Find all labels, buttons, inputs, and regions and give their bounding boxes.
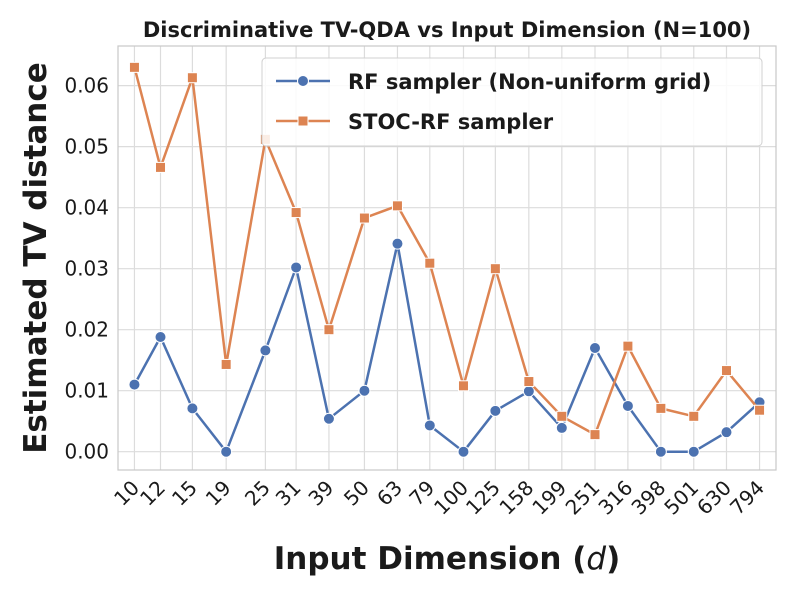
- data-point-stoc: [622, 340, 634, 352]
- y-tick-label: 0.01: [64, 379, 109, 403]
- data-point-rf: [220, 445, 233, 458]
- legend-marker-rf: [297, 75, 309, 87]
- data-point-rf: [489, 404, 502, 417]
- data-point-rf: [423, 419, 436, 432]
- x-tick-label: 50: [339, 476, 374, 511]
- data-point-rf: [687, 445, 700, 458]
- data-point-stoc: [155, 161, 167, 173]
- y-tick-label: 0.06: [64, 74, 109, 98]
- data-point-rf: [588, 341, 601, 354]
- data-point-stoc: [556, 410, 568, 422]
- data-point-rf: [457, 445, 470, 458]
- data-point-stoc: [391, 200, 403, 212]
- plot-frame: [117, 45, 777, 471]
- data-point-rf: [391, 237, 404, 250]
- data-point-stoc: [489, 263, 501, 275]
- x-axis-label-var: d: [586, 541, 606, 577]
- data-point-stoc: [358, 212, 370, 224]
- legend-label-rf: RF sampler (Non-uniform grid): [348, 70, 711, 94]
- legend-box: [261, 57, 763, 147]
- data-point-stoc: [754, 404, 766, 416]
- y-tick-label: 0.04: [64, 196, 109, 220]
- data-point-stoc: [290, 207, 302, 219]
- data-point-stoc: [128, 61, 140, 73]
- legend-marker-stoc: [297, 115, 309, 127]
- series-line-stoc: [133, 67, 761, 436]
- series-layer: [128, 61, 766, 458]
- data-point-stoc: [220, 358, 232, 370]
- data-point-rf: [555, 421, 568, 434]
- x-axis-label: Input Dimension (d): [274, 541, 621, 577]
- y-axis-label: Estimated TV distance: [18, 62, 54, 454]
- data-point-stoc: [688, 410, 700, 422]
- y-tick-label: 0.00: [64, 440, 109, 464]
- x-tick-label: 63: [372, 476, 407, 511]
- data-point-rf: [522, 385, 535, 398]
- x-tick-label: 25: [240, 476, 275, 511]
- y-tick-labels: 0.00 0.01 0.02 0.03 0.04 0.05 0.06: [64, 74, 109, 464]
- x-tick-label: 794: [725, 476, 769, 520]
- x-axis-label-suffix: ): [606, 541, 620, 577]
- x-tick-label: 12: [135, 476, 170, 511]
- data-point-stoc: [523, 376, 535, 388]
- legend: RF sampler (Non-uniform grid) STOC-RF sa…: [261, 57, 763, 147]
- data-point-stoc: [720, 365, 732, 377]
- data-point-stoc: [655, 402, 667, 414]
- data-point-rf: [154, 331, 167, 344]
- data-point-rf: [259, 344, 272, 357]
- x-tick-label: 15: [167, 476, 202, 511]
- data-point-stoc: [589, 429, 601, 441]
- legend-label-stoc: STOC-RF sampler: [348, 110, 554, 134]
- x-axis-label-prefix: Input Dimension (: [274, 541, 587, 577]
- x-tick-label: 19: [201, 476, 236, 511]
- y-tick-label: 0.03: [64, 257, 109, 281]
- data-point-rf: [720, 426, 733, 439]
- data-point-rf: [621, 399, 634, 412]
- data-point-rf: [322, 412, 335, 425]
- data-point-rf: [128, 378, 141, 391]
- data-point-stoc: [424, 257, 436, 269]
- data-point-rf: [654, 445, 667, 458]
- series-line-rf: [133, 242, 761, 453]
- data-point-stoc: [186, 72, 198, 84]
- y-tick-label: 0.02: [64, 318, 109, 342]
- data-point-rf: [358, 384, 371, 397]
- x-tick-label: 39: [303, 476, 338, 511]
- x-tick-label: 31: [271, 476, 306, 511]
- data-point-stoc: [457, 380, 469, 392]
- chart-title: Discriminative TV-QDA vs Input Dimension…: [143, 18, 751, 42]
- data-point-stoc: [323, 324, 335, 336]
- data-point-rf: [186, 402, 199, 415]
- y-tick-label: 0.05: [64, 135, 109, 159]
- data-point-rf: [290, 261, 303, 274]
